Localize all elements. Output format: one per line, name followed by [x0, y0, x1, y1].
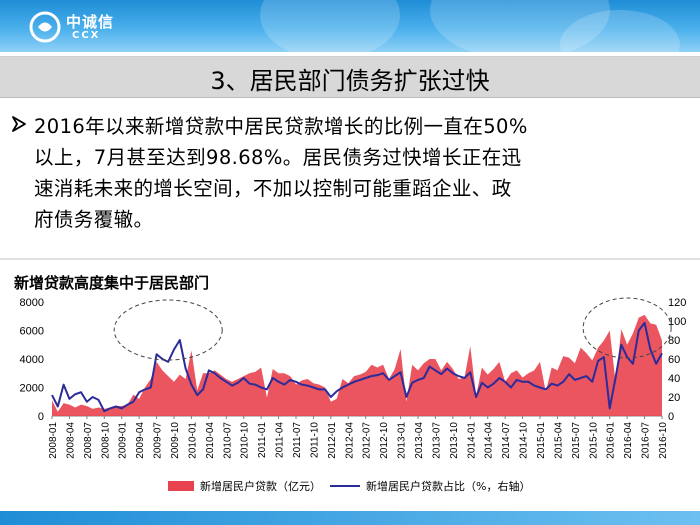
y-right-tick-label: 80	[668, 335, 680, 347]
x-tick-label: 2010-04	[205, 422, 216, 459]
y-left-tick-label: 2000	[20, 383, 44, 395]
legend-label-line: 新增居民户贷款占比（%，右轴）	[366, 479, 530, 493]
x-tick-label: 2009-01	[118, 422, 129, 459]
x-tick-label: 2013-01	[397, 422, 408, 459]
logo-name: 中诚信	[66, 13, 115, 31]
x-tick-label: 2008-10	[100, 422, 111, 459]
x-tick-label: 2014-01	[466, 422, 477, 459]
highlight-ellipse-2016	[582, 297, 672, 359]
x-tick-label: 2011-01	[257, 422, 268, 458]
banner-decoration	[430, 0, 610, 52]
x-tick-label: 2009-04	[135, 422, 146, 459]
x-tick-label: 2012-07	[362, 422, 373, 459]
legend-swatch-area	[168, 481, 194, 491]
bullet-text: 2016年以来新增贷款中居民贷款增长的比例一直在50% 以上，7月甚至达到98.…	[34, 111, 690, 235]
bottom-strip	[0, 511, 700, 525]
x-tick-label: 2015-01	[536, 422, 547, 459]
y-left-tick-label: 0	[38, 411, 44, 423]
x-tick-label: 2014-04	[484, 422, 495, 459]
x-tick-label: 2011-04	[275, 422, 286, 458]
banner-decoration	[260, 0, 400, 52]
bullet-line: 速消耗未来的增长空间，不加以控制可能重蹈企业、政	[34, 177, 512, 200]
divider	[0, 258, 700, 260]
y-left-tick-label: 6000	[20, 326, 44, 338]
logo-subtitle: CCX	[72, 30, 101, 41]
y-left-tick-label: 8000	[20, 297, 44, 309]
top-banner: 中诚信 CCX	[0, 0, 700, 52]
x-tick-label: 2014-07	[501, 422, 512, 459]
x-tick-label: 2013-04	[414, 422, 425, 459]
y-right-tick-label: 60	[668, 354, 680, 366]
chart-title: 新增贷款高度集中于居民部门	[14, 274, 209, 292]
y-right-tick-label: 100	[668, 316, 686, 328]
area-series-household-loans	[52, 314, 662, 416]
logo-mark-icon	[29, 11, 61, 43]
x-tick-label: 2008-07	[83, 422, 94, 459]
x-tick-label: 2012-01	[327, 422, 338, 459]
legend-label-area: 新增居民户贷款（亿元）	[200, 479, 321, 493]
x-tick-label: 2015-04	[553, 422, 564, 459]
loan-chart: 新增贷款高度集中于居民部门 0 2000 4000 6000 8000 0 20 40 60 80 1…	[14, 274, 686, 493]
x-tick-label: 2011-10	[309, 422, 320, 458]
arrow-bullet-icon	[12, 116, 26, 132]
line-series-household-share	[51, 321, 663, 413]
x-tick-label: 2013-07	[431, 422, 442, 459]
x-tick-label: 2012-10	[379, 422, 390, 459]
x-tick-label: 2016-10	[658, 422, 669, 459]
bullet-line: 2016年以来新增贷款中居民贷款增长的比例一直在50%	[34, 115, 528, 138]
y-left-tick-label: 4000	[20, 354, 44, 366]
y-right-tick-label: 0	[668, 411, 674, 423]
bullet-line: 以上，7月甚至达到98.68%。居民债务过快增长正在迅	[34, 146, 522, 169]
x-tick-label: 2009-07	[153, 422, 164, 459]
x-tick-label: 2012-04	[344, 422, 355, 459]
x-tick-label: 2016-04	[623, 422, 634, 459]
x-tick-label: 2010-01	[187, 422, 198, 459]
page-title: 3、居民部门债务扩张过快	[210, 67, 490, 95]
highlight-ellipse-2009	[113, 299, 223, 361]
x-tick-label: 2008-01	[48, 422, 59, 459]
y-right-tick-label: 40	[668, 373, 680, 385]
x-tick-label: 2016-07	[641, 422, 652, 459]
y-right-tick-label: 120	[668, 297, 686, 309]
y-right-tick-label: 20	[668, 392, 680, 404]
x-tick-label: 2011-07	[292, 422, 303, 458]
company-logo: 中诚信 CCX	[28, 8, 138, 46]
x-tick-label: 2013-10	[449, 422, 460, 459]
x-tick-label: 2010-10	[240, 422, 251, 459]
x-tick-label: 2014-10	[519, 422, 530, 459]
bullet-line: 府债务覆辙。	[34, 208, 154, 231]
x-tick-label: 2016-01	[606, 422, 617, 459]
x-tick-label: 2010-07	[222, 422, 233, 459]
title-bar: 3、居民部门债务扩张过快	[0, 56, 700, 98]
x-tick-label: 2009-10	[170, 422, 181, 459]
x-tick-label: 2008-04	[65, 422, 76, 459]
x-tick-label: 2015-10	[588, 422, 599, 459]
x-tick-label: 2015-07	[571, 422, 582, 459]
